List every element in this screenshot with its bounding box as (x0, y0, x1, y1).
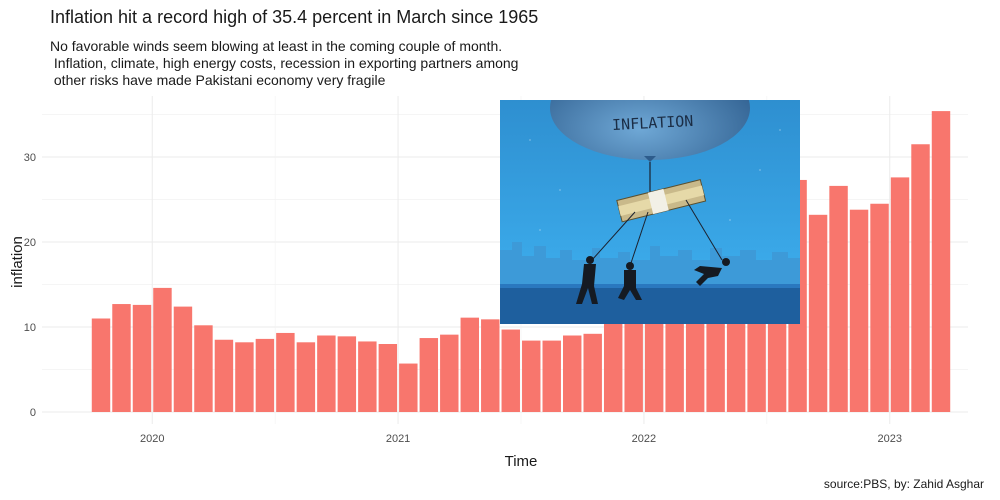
bar (931, 111, 951, 412)
bar (644, 301, 664, 412)
bar (522, 340, 541, 412)
bar (173, 306, 193, 412)
bar (890, 177, 910, 412)
y-axis-ticks: 0 10 20 30 (24, 152, 36, 419)
y-tick-label: 10 (24, 322, 36, 334)
bar (440, 334, 459, 412)
bar (194, 325, 213, 412)
bar (603, 314, 623, 412)
bar (665, 308, 684, 412)
chart-title: Inflation hit a record high of 35.4 perc… (50, 7, 539, 27)
x-axis-title: Time (505, 453, 538, 470)
bar (296, 342, 316, 412)
bar (911, 144, 930, 412)
bar (358, 341, 377, 412)
x-tick-label: 2022 (632, 433, 656, 445)
bar (481, 319, 500, 412)
bar (501, 329, 520, 412)
bar (726, 294, 746, 412)
bar (419, 338, 439, 412)
x-axis-ticks: 2020 2021 2022 2023 (140, 433, 902, 445)
subtitle-line-3: other risks have made Pakistani economy … (50, 72, 386, 88)
bar (399, 363, 418, 412)
bar (337, 336, 357, 412)
bar (91, 318, 111, 412)
bar (317, 335, 336, 412)
y-tick-label: 20 (24, 237, 36, 249)
y-tick-label: 30 (24, 152, 36, 164)
bar (563, 335, 582, 412)
bar (132, 304, 152, 412)
bar (378, 344, 398, 412)
bar (460, 317, 479, 412)
bar (624, 307, 643, 412)
bar-series (91, 111, 951, 412)
bar (112, 304, 131, 412)
subtitle-line-1: No favorable winds seem blowing at least… (50, 38, 503, 54)
x-tick-label: 2020 (140, 433, 164, 445)
y-axis-title: inflation (9, 236, 26, 288)
bar (235, 342, 254, 412)
subtitle-line-2: Inflation, climate, high energy costs, r… (50, 55, 519, 71)
bar (255, 338, 275, 412)
y-tick-label: 0 (30, 407, 36, 419)
bar (706, 298, 725, 412)
balloon-label: INFLATION (612, 112, 694, 134)
bar (849, 209, 869, 412)
bar (583, 333, 602, 412)
bar (685, 304, 705, 412)
bar (214, 339, 234, 412)
bar (829, 185, 848, 412)
inflation-balloon-illustration-icon: INFLATION (500, 100, 800, 324)
inflation-balloon-illustration: INFLATION (500, 100, 800, 324)
bar (542, 340, 561, 412)
bar (870, 203, 889, 412)
bar (153, 287, 172, 412)
x-tick-label: 2021 (386, 433, 410, 445)
x-tick-label: 2023 (878, 433, 902, 445)
bar (276, 332, 295, 412)
bar (808, 214, 828, 412)
source-caption: source:PBS, by: Zahid Asghar (823, 477, 984, 491)
